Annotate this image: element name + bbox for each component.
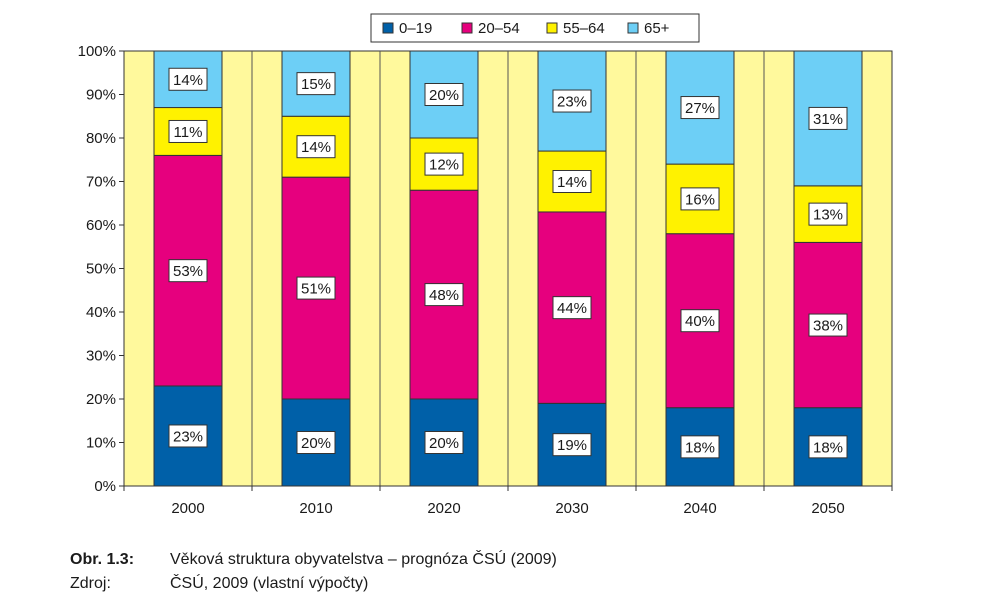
legend-swatch [546, 22, 558, 34]
data-label-box [680, 187, 720, 211]
data-label: 14% [557, 174, 587, 191]
data-label: 20% [429, 87, 459, 104]
data-label: 11% [174, 124, 203, 141]
data-label-box [296, 276, 336, 300]
data-label-box [296, 431, 336, 454]
y-tick-label: 20% [86, 391, 116, 408]
data-label-box [808, 435, 848, 459]
stacked-bar-chart: 23% 53% 11% 14% 20% 51% 14% 15% 20% 48% 12% 20% 19% 4… [78, 13, 893, 517]
x-tick-label: 2010 [299, 500, 332, 517]
figure-title: Věková struktura obyvatelstva – prognóza… [170, 551, 557, 568]
data-label-box [680, 435, 720, 459]
data-label-box [552, 170, 592, 193]
data-label: 15% [301, 76, 331, 93]
data-label: 20% [429, 435, 459, 452]
data-label: 53% [173, 263, 203, 280]
legend-swatch [382, 22, 394, 34]
y-tick-label: 30% [86, 348, 116, 365]
data-label: 31% [813, 111, 843, 128]
data-label: 23% [173, 428, 203, 445]
x-tick-label: 2020 [427, 500, 460, 517]
data-label: 23% [557, 94, 587, 111]
data-label-box [296, 135, 336, 159]
source-text: ČSÚ, 2009 (vlastní výpočty) [170, 575, 369, 592]
x-tick-label: 2000 [171, 500, 204, 517]
y-tick-label: 90% [86, 87, 116, 104]
data-label: 40% [685, 313, 715, 330]
legend-label: 20–54 [478, 20, 520, 37]
data-label-box [168, 67, 208, 91]
legend-box [370, 13, 700, 43]
segment-labels: 23% 53% 11% 14% 20% 51% 14% 15% 20% 48% 12% 20% 19% 4… [168, 67, 848, 459]
bars [153, 50, 863, 487]
data-label-box [808, 106, 848, 130]
data-label-box [552, 89, 592, 113]
data-label-box [424, 431, 464, 454]
data-label-box [808, 202, 848, 226]
plot-area [123, 50, 893, 487]
y-tick-label: 10% [86, 435, 116, 452]
y-tick-label: 0% [94, 478, 116, 495]
figure-label: Obr. 1.3: [70, 551, 135, 568]
data-label: 18% [685, 439, 715, 456]
data-label: 20% [301, 435, 331, 452]
data-label: 12% [429, 157, 459, 174]
data-label: 16% [685, 191, 715, 208]
data-label-box [680, 309, 720, 333]
x-tick-label: 2040 [683, 500, 716, 517]
data-label-box [424, 283, 464, 307]
data-label-box [168, 259, 208, 283]
legend-label: 0–19 [399, 20, 432, 37]
data-label-box [552, 296, 592, 320]
legend-label: 65+ [644, 20, 670, 37]
data-label-box [168, 119, 208, 143]
figure-caption: Obr. 1.3: Věková struktura obyvatelstva … [70, 548, 557, 596]
data-label-box [296, 72, 336, 96]
data-label: 38% [813, 318, 843, 335]
x-tick-label: 2050 [811, 500, 844, 517]
data-label: 44% [557, 300, 587, 317]
x-tick-label: 2030 [555, 500, 588, 517]
data-label-box [168, 424, 208, 448]
y-tick-label: 100% [78, 43, 116, 60]
legend-swatch [627, 22, 639, 34]
data-label-box [680, 96, 720, 120]
data-label: 19% [557, 437, 587, 454]
data-label: 27% [685, 100, 715, 117]
data-label-box [552, 433, 592, 457]
x-axis: 2000 2010 2020 2030 2040 2050 [123, 485, 893, 517]
legend: 0–19 20–54 55–64 65+ [370, 13, 700, 43]
data-label: 13% [813, 207, 843, 224]
y-tick-label: 70% [86, 174, 116, 191]
data-label: 14% [173, 72, 203, 89]
y-tick-label: 80% [86, 130, 116, 147]
data-label: 18% [813, 439, 843, 456]
y-tick-label: 60% [86, 217, 116, 234]
y-tick-label: 50% [86, 261, 116, 278]
legend-label: 55–64 [563, 20, 605, 37]
data-label-box [424, 152, 464, 176]
data-label-box [424, 83, 464, 106]
data-label-box [808, 313, 848, 337]
data-label: 14% [301, 139, 331, 156]
y-axis: 0% 10% 20% 30% 40% 50% 60% 70% 80% 90% 100% [78, 43, 125, 495]
legend-swatch [461, 22, 473, 34]
data-label: 48% [429, 287, 459, 304]
source-label: Zdroj: [70, 575, 111, 592]
data-label: 51% [301, 281, 331, 298]
y-tick-label: 40% [86, 304, 116, 321]
